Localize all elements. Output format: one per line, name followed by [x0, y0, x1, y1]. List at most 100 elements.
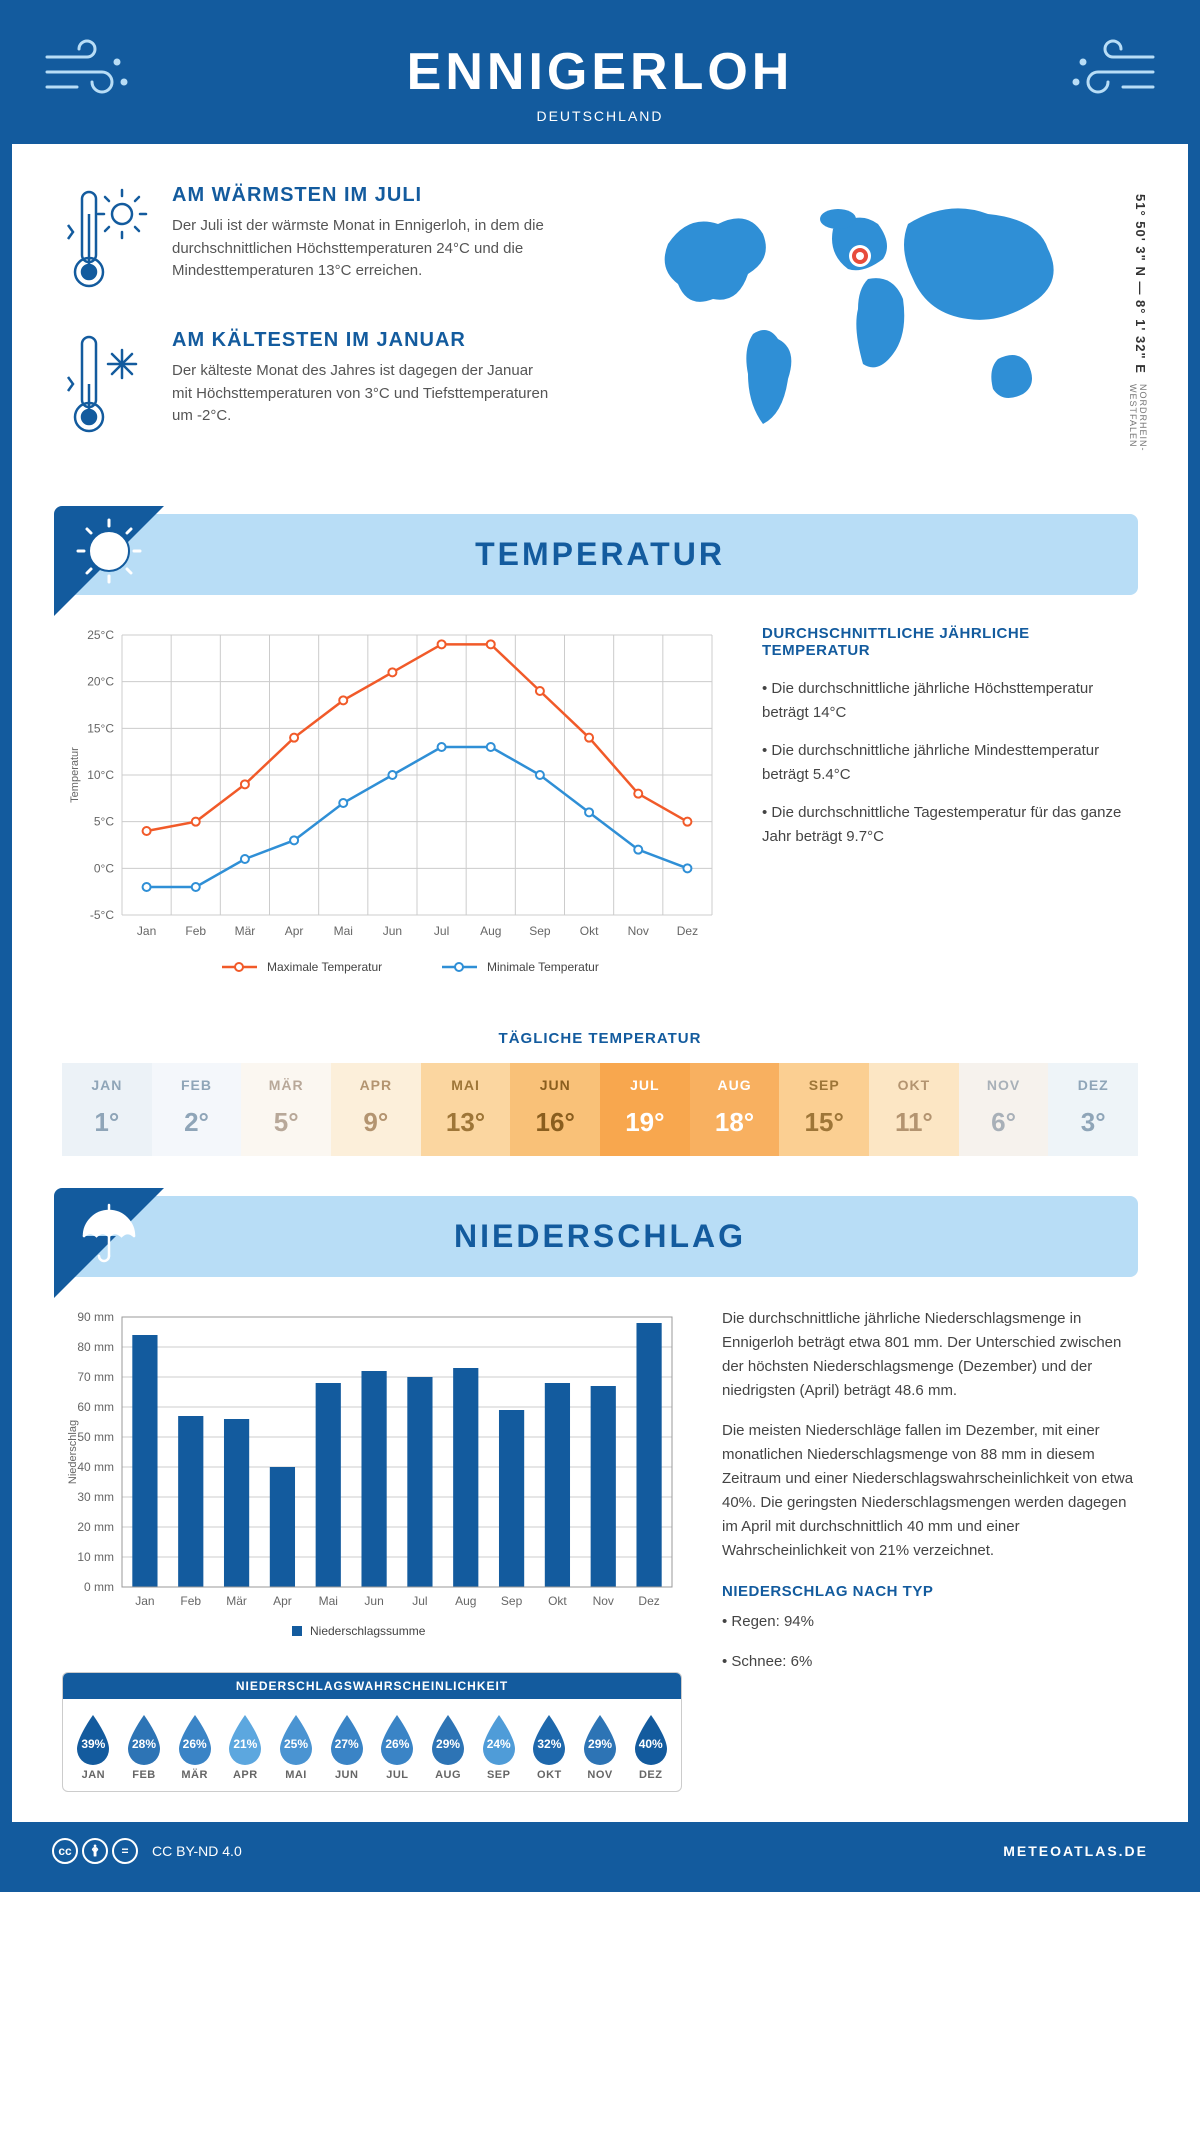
svg-text:Mär: Mär	[226, 1594, 247, 1608]
section-banner-temp: TEMPERATUR	[62, 514, 1138, 595]
svg-text:20 mm: 20 mm	[77, 1520, 114, 1534]
precip-type-1: • Regen: 94%	[722, 1610, 1138, 1634]
svg-text:40 mm: 40 mm	[77, 1460, 114, 1474]
temperature-line-chart: -5°C0°C5°C10°C15°C20°C25°CTemperaturJanF…	[62, 625, 722, 990]
coordinates: 51° 50' 3" N — 8° 1' 32" E	[1133, 194, 1148, 374]
license-label: CC BY-ND 4.0	[152, 1843, 242, 1859]
section-temp-title: TEMPERATUR	[62, 536, 1138, 573]
svg-text:60 mm: 60 mm	[77, 1400, 114, 1414]
svg-text:Mai: Mai	[319, 1594, 338, 1608]
fact-warm-title: AM WÄRMSTEN IM JULI	[172, 184, 552, 207]
svg-text:50 mm: 50 mm	[77, 1430, 114, 1444]
daily-temp-cell: JAN1°	[62, 1063, 152, 1156]
fact-warmest: AM WÄRMSTEN IM JULI Der Juli ist der wär…	[62, 184, 608, 299]
temp-text-heading: DURCHSCHNITTLICHE JÄHRLICHE TEMPERATUR	[762, 625, 1138, 659]
svg-text:Dez: Dez	[677, 924, 698, 938]
probability-drop: 32%OKT	[525, 1713, 574, 1781]
temp-bullet-2: • Die durchschnittliche jährliche Mindes…	[762, 739, 1138, 787]
daily-temp-cell: JUN16°	[510, 1063, 600, 1156]
svg-text:Jul: Jul	[434, 924, 449, 938]
svg-text:Aug: Aug	[455, 1594, 476, 1608]
daily-temp-cell: NOV6°	[959, 1063, 1049, 1156]
wind-icon	[1058, 37, 1158, 112]
fact-coldest: AM KÄLTESTEN IM JANUAR Der kälteste Mona…	[62, 329, 608, 444]
svg-text:Apr: Apr	[285, 924, 304, 938]
svg-text:Nov: Nov	[628, 924, 649, 938]
daily-temp-cell: OKT11°	[869, 1063, 959, 1156]
probability-drop: 26%MÄR	[170, 1713, 219, 1781]
daily-temp-cell: DEZ3°	[1048, 1063, 1138, 1156]
daily-temp-cell: APR9°	[331, 1063, 421, 1156]
svg-text:15°C: 15°C	[87, 721, 114, 735]
probability-drop: 29%AUG	[424, 1713, 473, 1781]
daily-temp-cell: SEP15°	[779, 1063, 869, 1156]
probability-drop: 21%APR	[221, 1713, 270, 1781]
prob-title: NIEDERSCHLAGSWAHRSCHEINLICHKEIT	[63, 1673, 681, 1699]
svg-text:Jun: Jun	[383, 924, 402, 938]
daily-temp-title: TÄGLICHE TEMPERATUR	[12, 1030, 1188, 1047]
region-label: NORDRHEIN-WESTFALEN	[1128, 384, 1148, 474]
svg-text:Nov: Nov	[593, 1594, 614, 1608]
temp-bullet-1: • Die durchschnittliche jährliche Höchst…	[762, 677, 1138, 725]
temp-bullet-3: • Die durchschnittliche Tagestemperatur …	[762, 801, 1138, 849]
probability-drop: 40%DEZ	[626, 1713, 675, 1781]
svg-text:10°C: 10°C	[87, 768, 114, 782]
svg-text:0°C: 0°C	[94, 861, 114, 875]
header: ENNIGERLOH DEUTSCHLAND	[12, 12, 1188, 144]
precip-type-heading: NIEDERSCHLAG NACH TYP	[722, 1583, 1138, 1600]
svg-text:10 mm: 10 mm	[77, 1550, 114, 1564]
svg-text:Minimale Temperatur: Minimale Temperatur	[487, 960, 599, 974]
svg-text:Jan: Jan	[135, 1594, 154, 1608]
svg-text:Niederschlagssumme: Niederschlagssumme	[310, 1624, 426, 1638]
precipitation-probability-box: NIEDERSCHLAGSWAHRSCHEINLICHKEIT 39%JAN28…	[62, 1672, 682, 1792]
probability-drop: 39%JAN	[69, 1713, 118, 1781]
svg-text:Mär: Mär	[235, 924, 256, 938]
svg-text:Apr: Apr	[273, 1594, 292, 1608]
sun-icon	[74, 516, 144, 591]
svg-text:Sep: Sep	[501, 1594, 523, 1608]
svg-text:0 mm: 0 mm	[84, 1580, 114, 1594]
svg-text:5°C: 5°C	[94, 815, 114, 829]
thermometer-sun-icon	[62, 184, 152, 299]
svg-text:Temperatur: Temperatur	[69, 747, 81, 803]
site-label: METEOATLAS.DE	[1003, 1843, 1148, 1859]
svg-text:70 mm: 70 mm	[77, 1370, 114, 1384]
section-banner-precip: NIEDERSCHLAG	[62, 1196, 1138, 1277]
probability-drop: 24%SEP	[474, 1713, 523, 1781]
country-label: DEUTSCHLAND	[32, 108, 1168, 124]
svg-text:80 mm: 80 mm	[77, 1340, 114, 1354]
svg-text:Dez: Dez	[638, 1594, 659, 1608]
svg-text:Feb: Feb	[180, 1594, 201, 1608]
cc-license-icons: cc 🛉 =	[52, 1838, 138, 1864]
daily-temp-cell: FEB2°	[152, 1063, 242, 1156]
probability-drop: 29%NOV	[576, 1713, 625, 1781]
daily-temp-cell: MAI13°	[421, 1063, 511, 1156]
precip-paragraph-2: Die meisten Niederschläge fallen im Deze…	[722, 1419, 1138, 1563]
svg-text:-5°C: -5°C	[90, 908, 114, 922]
probability-drop: 27%JUN	[322, 1713, 371, 1781]
daily-temp-cell: MÄR5°	[241, 1063, 331, 1156]
daily-temp-table: JAN1°FEB2°MÄR5°APR9°MAI13°JUN16°JUL19°AU…	[62, 1063, 1138, 1156]
svg-text:Jul: Jul	[412, 1594, 427, 1608]
svg-text:20°C: 20°C	[87, 675, 114, 689]
daily-temp-cell: JUL19°	[600, 1063, 690, 1156]
daily-temp-cell: AUG18°	[690, 1063, 780, 1156]
svg-text:Jun: Jun	[364, 1594, 383, 1608]
svg-text:Mai: Mai	[334, 924, 353, 938]
section-precip-title: NIEDERSCHLAG	[62, 1218, 1138, 1255]
svg-text:90 mm: 90 mm	[77, 1310, 114, 1324]
probability-drop: 25%MAI	[272, 1713, 321, 1781]
svg-text:25°C: 25°C	[87, 628, 114, 642]
wind-icon	[42, 37, 142, 112]
svg-text:Feb: Feb	[185, 924, 206, 938]
precip-type-2: • Schnee: 6%	[722, 1650, 1138, 1674]
svg-text:Sep: Sep	[529, 924, 551, 938]
probability-drop: 26%JUL	[373, 1713, 422, 1781]
svg-text:Niederschlag: Niederschlag	[67, 1420, 79, 1484]
svg-text:Aug: Aug	[480, 924, 501, 938]
svg-text:Okt: Okt	[548, 1594, 567, 1608]
svg-text:Okt: Okt	[580, 924, 599, 938]
svg-text:Maximale Temperatur: Maximale Temperatur	[267, 960, 382, 974]
umbrella-icon	[74, 1198, 144, 1273]
probability-drop: 28%FEB	[120, 1713, 169, 1781]
